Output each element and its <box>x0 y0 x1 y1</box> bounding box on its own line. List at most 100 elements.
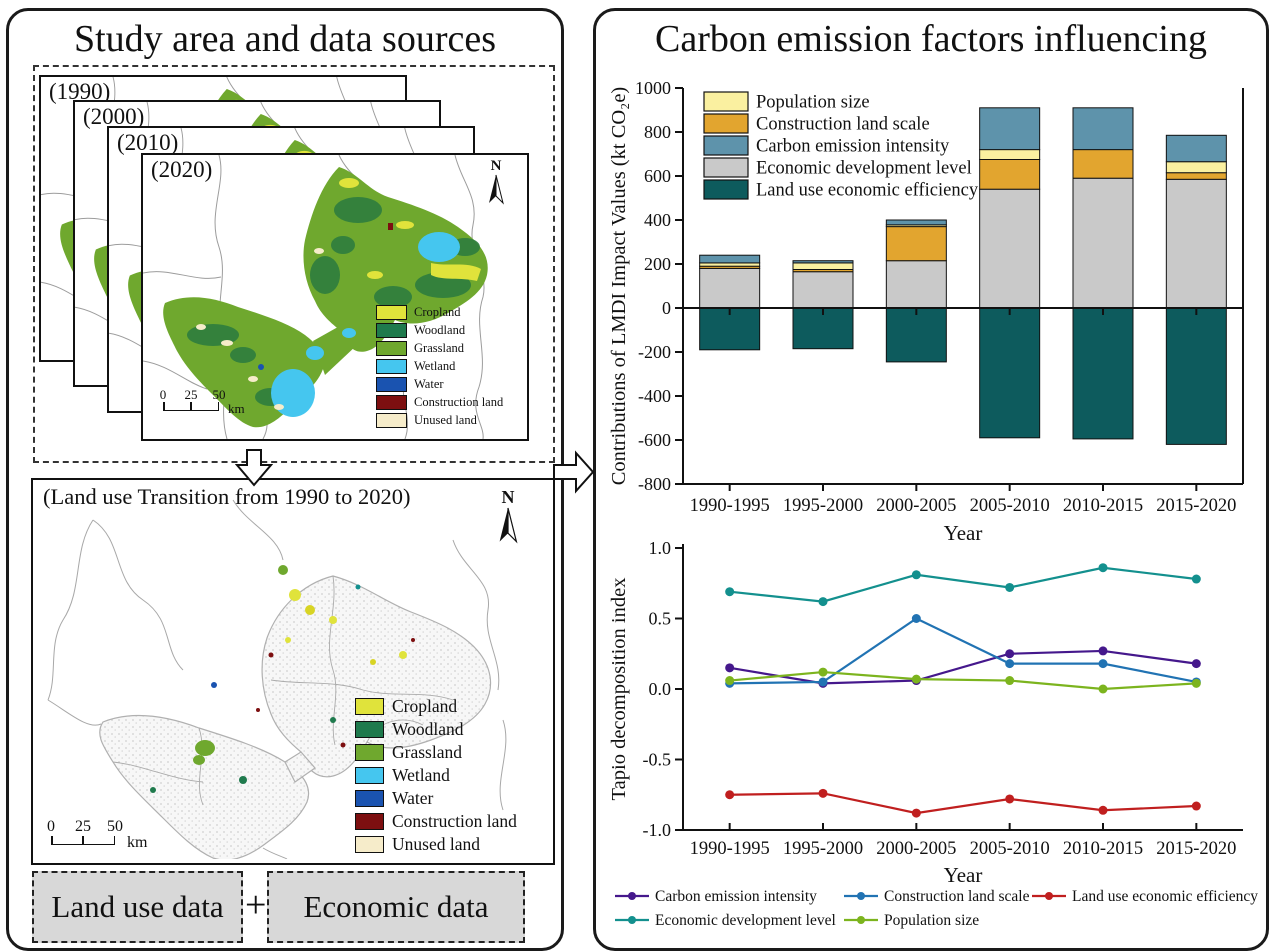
x-tick-label: 2005-2010 <box>970 496 1050 516</box>
legend-swatch <box>376 394 407 410</box>
legend-label: Land use economic efficiency <box>756 181 979 201</box>
bar-segment <box>1072 107 1134 151</box>
bar-segment <box>792 271 854 309</box>
data-point <box>1098 805 1108 815</box>
data-point <box>818 788 828 798</box>
bar-segment <box>1165 161 1227 174</box>
legend-item: Grassland <box>355 741 517 764</box>
x-tick-label: 2000-2005 <box>876 839 956 859</box>
legend-swatch <box>703 113 749 134</box>
legend-marker-dot <box>857 892 865 900</box>
bar-segment <box>792 260 854 264</box>
legend-swatch <box>703 91 749 112</box>
y-tick-label: 0.5 <box>649 609 672 629</box>
legend-marker-dot <box>1045 892 1053 900</box>
legend-item: Construction land <box>355 810 517 833</box>
map-frame-2020: (2020) N Cropland Woodland Grassland Wet… <box>141 153 529 441</box>
y-axis-title: Contributions of LMDI Impact Values (kt … <box>608 87 630 486</box>
legend-swatch <box>355 767 384 784</box>
down-arrow-icon <box>235 449 273 487</box>
tapio-line-chart: 1.0 0.5 0.0 -0.5 -1.0 1990-1995 1995-2000 2000-… <box>608 541 1258 929</box>
data-point <box>911 570 921 580</box>
bar-segment <box>699 254 761 264</box>
bar-segment <box>885 260 947 309</box>
x-axis-title: Year <box>944 863 983 887</box>
legend-item: Water <box>376 375 503 393</box>
y-tick-label: -200 <box>638 342 671 362</box>
study-area-panel: Study area and data sources (1990) (2000… <box>6 8 564 951</box>
map-year-label: (2010) <box>117 130 179 155</box>
bar-segment <box>1072 149 1134 179</box>
economic-data-label: Economic data <box>303 889 489 924</box>
data-point <box>1005 649 1015 659</box>
legend-swatch <box>355 813 384 830</box>
legend-marker-dot <box>628 892 636 900</box>
land-use-data-box: Land use data <box>32 871 243 943</box>
bar-segment <box>1072 307 1134 440</box>
legend-swatch <box>355 744 384 761</box>
legend-item: Wetland <box>355 764 517 787</box>
bar-segment <box>1165 307 1227 445</box>
y-tick-label: 800 <box>644 122 671 142</box>
right-arrow-icon <box>553 450 595 494</box>
legend-item: Cropland <box>376 303 503 321</box>
data-point <box>818 677 828 687</box>
bar-segment <box>885 307 947 363</box>
data-point <box>1098 684 1108 694</box>
north-arrow: N <box>485 159 507 210</box>
bar-segment <box>979 107 1041 151</box>
legend-label: Carbon emission intensity <box>756 137 950 157</box>
legend-swatch <box>355 721 384 738</box>
legend-swatch <box>376 358 407 374</box>
x-tick-label: 1995-2000 <box>783 496 863 516</box>
bar-segment <box>699 267 761 309</box>
y-tick-label: 1000 <box>635 78 671 98</box>
legend-label: Economic development level <box>655 912 836 929</box>
legend-item: Unused land <box>376 411 503 429</box>
y-tick-label: 600 <box>644 166 671 186</box>
north-arrow-icon <box>499 507 518 544</box>
legend-label: Land use economic efficiency <box>1072 888 1258 905</box>
legend-label: Construction land scale <box>756 115 930 135</box>
x-tick-label: 2005-2010 <box>970 839 1050 859</box>
x-tick-label: 1995-2000 <box>783 839 863 859</box>
scalebar: 0 25 50 km <box>47 818 148 851</box>
x-axis-title: Year <box>944 521 983 543</box>
legend-swatch <box>703 135 749 156</box>
bar-segment <box>1165 172 1227 180</box>
map-year-label: (2020) <box>151 157 213 182</box>
lmdi-bar-chart: 1000 800 600 400 200 0 -200 -400 -600 -800 1990-19… <box>608 78 1244 543</box>
y-tick-label: 400 <box>644 210 671 230</box>
north-arrow: N <box>495 488 521 550</box>
legend-label: Carbon emission intensity <box>655 888 817 905</box>
data-line <box>729 649 1197 685</box>
bar-segment <box>979 159 1041 190</box>
data-line <box>729 566 1197 603</box>
x-tick-label: 2010-2015 <box>1063 839 1143 859</box>
y-tick-label: -0.5 <box>643 750 672 770</box>
data-point <box>1191 678 1201 688</box>
legend-swatch <box>355 790 384 807</box>
legend-swatch <box>376 376 407 392</box>
legend-swatch <box>703 179 749 200</box>
y-tick-label: 0.0 <box>649 679 672 699</box>
legend-swatch <box>376 412 407 428</box>
map-stack-container <box>33 65 555 463</box>
bar-segment <box>885 219 947 226</box>
x-tick-label: 1990-1995 <box>690 496 770 516</box>
y-tick-label: -1.0 <box>643 820 672 840</box>
y-tick-label: 0 <box>662 298 671 318</box>
data-point <box>818 597 828 607</box>
data-point <box>1005 582 1015 592</box>
legend-swatch <box>376 322 407 338</box>
x-tick-label: 1990-1995 <box>690 839 770 859</box>
landuse-legend-transition: Cropland Woodland Grassland Wetland Wate… <box>355 695 517 856</box>
north-label: N <box>490 158 502 174</box>
data-point <box>911 674 921 684</box>
data-point <box>725 790 735 800</box>
y-tick-label: 200 <box>644 254 671 274</box>
plus-sign: + <box>245 884 267 926</box>
data-point <box>1005 659 1015 669</box>
bar-segment <box>979 307 1041 439</box>
